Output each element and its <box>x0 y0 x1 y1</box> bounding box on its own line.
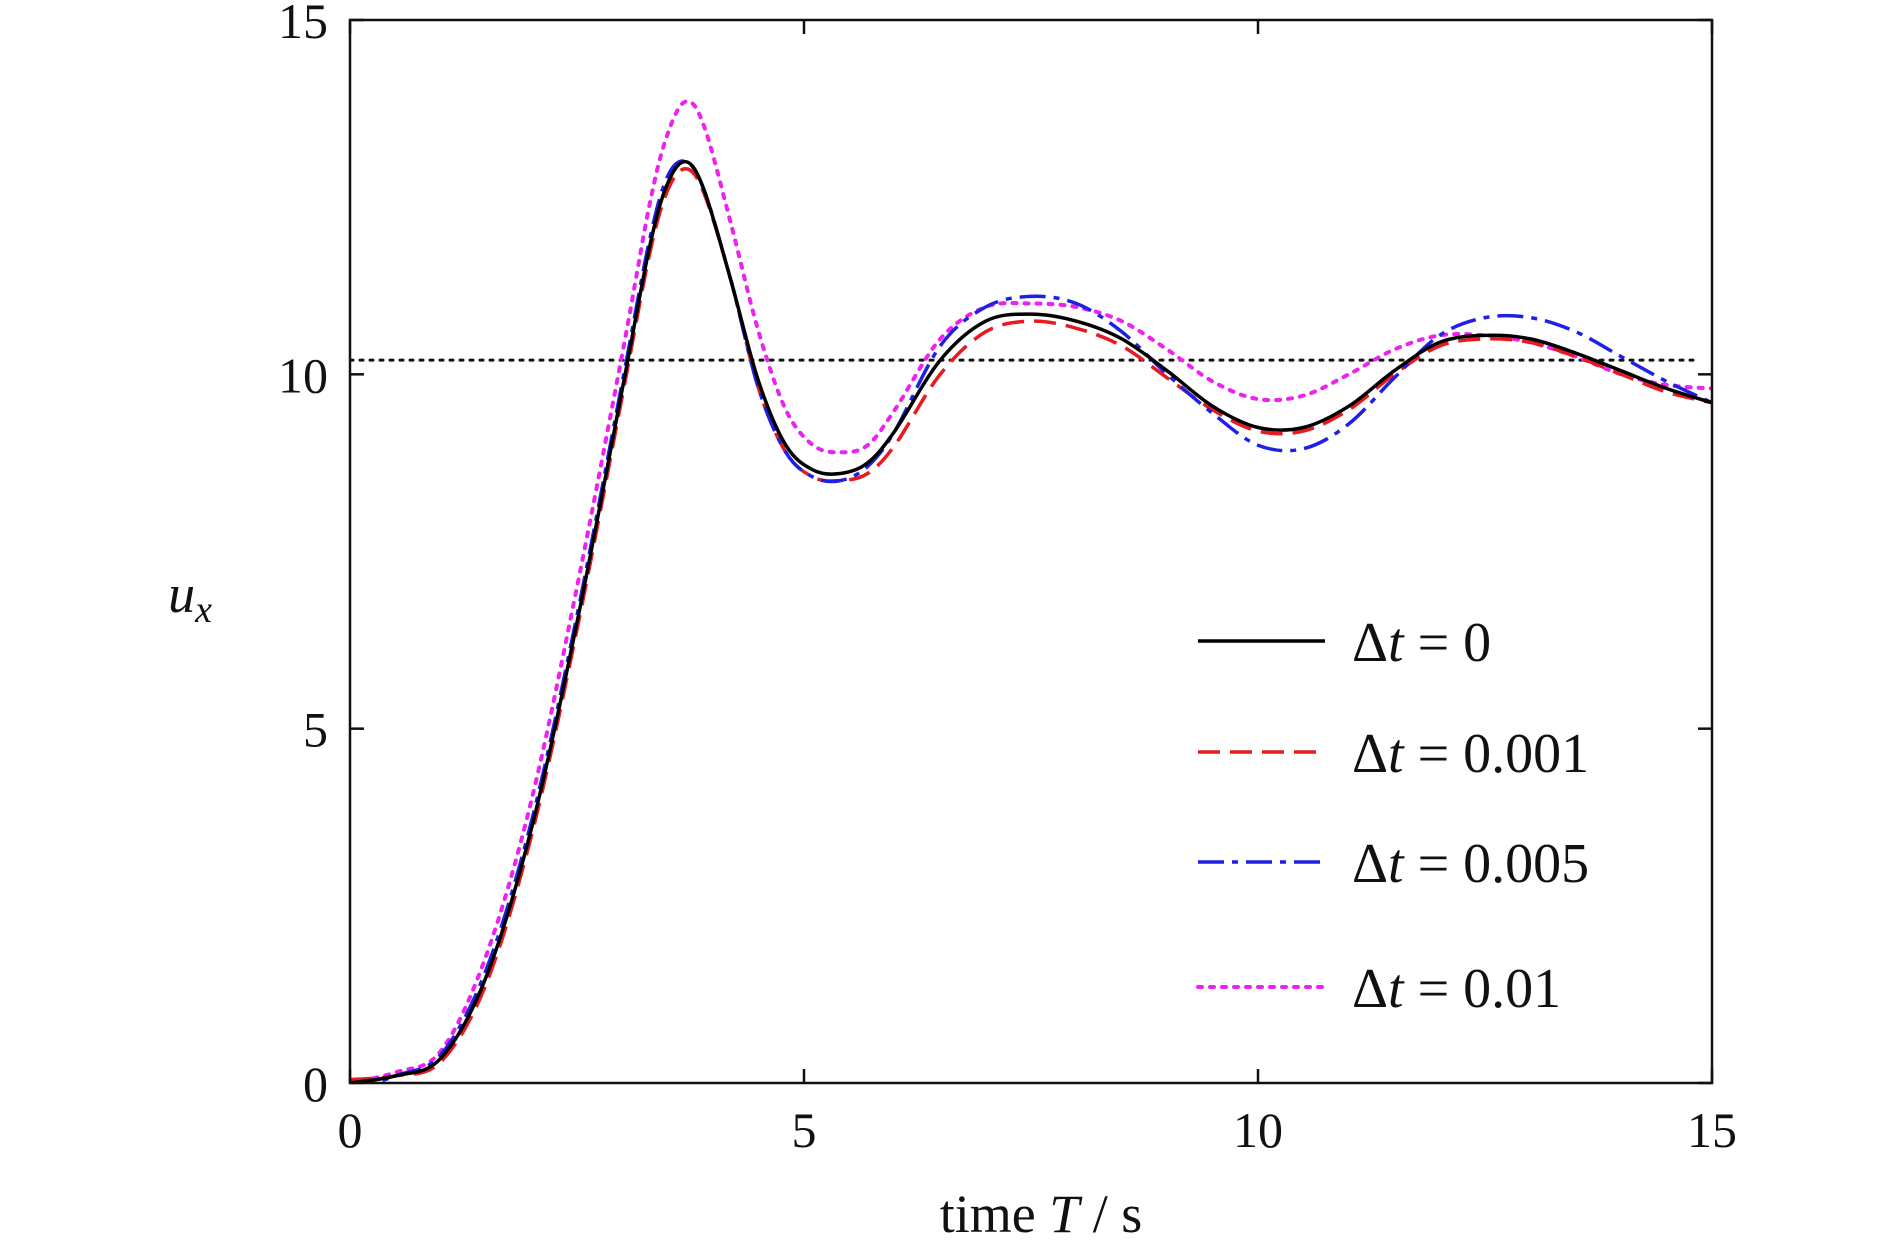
legend-var: t <box>1388 958 1405 1020</box>
x-tick-label: 10 <box>1233 1102 1283 1158</box>
x-axis-label-var: T <box>1049 1184 1083 1240</box>
x-axis-label-prefix: time <box>940 1184 1049 1240</box>
legend-value: = 0.001 <box>1404 723 1590 785</box>
legend-delta: Δ <box>1352 958 1388 1020</box>
x-tick-label: 0 <box>338 1102 363 1158</box>
axes-frame <box>348 18 1714 1085</box>
x-tick-label: 15 <box>1687 1102 1737 1158</box>
tick-labels: 0 5 10 15 0 5 10 15 <box>278 0 1737 1158</box>
x-tick-label: 5 <box>792 1102 817 1158</box>
x-axis-label: time T / s <box>940 1184 1143 1240</box>
series-line-3 <box>350 99 1712 1083</box>
legend-value: = 0 <box>1404 612 1492 674</box>
series-line-0 <box>350 159 1712 1083</box>
legend-label-2: Δt = 0.005 <box>1352 833 1589 895</box>
legend-var: t <box>1388 723 1405 785</box>
y-tick-label: 10 <box>278 347 328 403</box>
y-tick-label: 0 <box>303 1056 328 1112</box>
legend-value: = 0.005 <box>1404 833 1590 895</box>
y-tick-label: 5 <box>303 702 328 758</box>
legend-delta: Δ <box>1352 723 1388 785</box>
legend-label-0: Δt = 0 <box>1352 612 1491 674</box>
legend-delta: Δ <box>1352 612 1388 674</box>
y-axis-label-sub: x <box>194 589 212 631</box>
series-group <box>350 99 1712 1083</box>
legend-value: = 0.01 <box>1404 958 1562 1020</box>
plot-area <box>350 99 1712 1083</box>
legend-var: t <box>1388 833 1405 895</box>
legend-delta: Δ <box>1352 833 1388 895</box>
y-axis-label-var: u <box>168 564 195 624</box>
legend-var: t <box>1388 612 1405 674</box>
x-axis-label-suffix: / s <box>1079 1184 1142 1240</box>
ticks <box>348 18 1714 1085</box>
y-axis-label: ux <box>168 564 212 631</box>
legend-label-3: Δt = 0.01 <box>1352 958 1561 1020</box>
y-tick-label: 15 <box>278 0 328 49</box>
legend-label-1: Δt = 0.001 <box>1352 723 1589 785</box>
